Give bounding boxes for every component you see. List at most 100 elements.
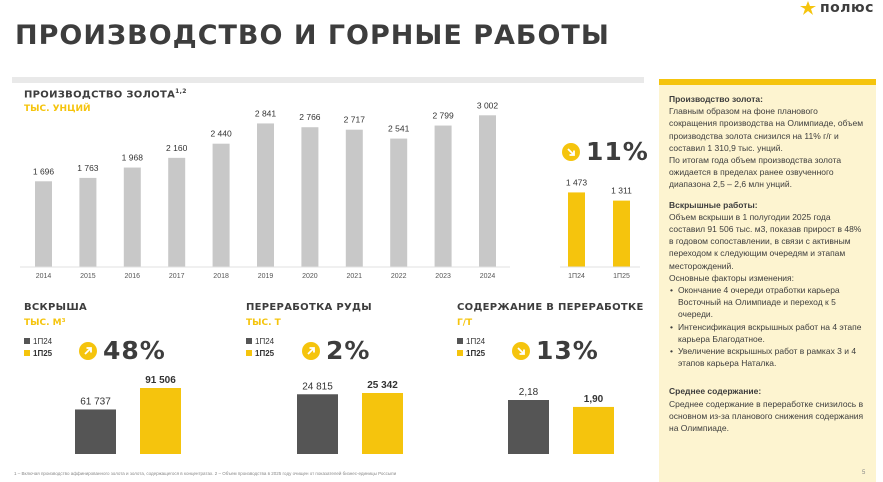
ore-change-indicator: 2% <box>302 336 370 365</box>
company-logo: полюс <box>800 0 874 16</box>
grade-unit: Г/Т <box>457 318 473 328</box>
stripping-section-title: ВСКРЫША <box>24 302 88 313</box>
bar-2022 <box>390 138 408 267</box>
grade-notes-text: Среднее содержание в переработке снизило… <box>669 398 864 434</box>
page-title: ПРОИЗВОДСТВО И ГОРНЫЕ РАБОТЫ <box>15 20 610 51</box>
page-number: 5 <box>862 470 866 476</box>
ore-unit: ТЫС. Т <box>246 318 281 328</box>
bar-2014 <box>35 181 52 267</box>
legend-item-prev: 1П24 <box>24 335 52 347</box>
data-label: 2 799 <box>432 111 454 121</box>
tick-label: 1П25 <box>613 273 630 280</box>
bar-2017 <box>168 157 186 267</box>
data-label: 2 440 <box>210 129 232 139</box>
tick-label: 1П24 <box>568 273 585 280</box>
grade-notes-heading: Среднее содержание: <box>669 386 762 397</box>
data-label: 1 763 <box>77 163 99 173</box>
top-divider-bar <box>12 77 644 83</box>
tick-label: 2018 <box>213 273 229 280</box>
legend-item-curr: 1П25 <box>24 347 52 359</box>
bar-2023 <box>434 125 452 267</box>
data-label: 91 506 <box>145 375 176 386</box>
data-label: 2 841 <box>255 108 277 118</box>
bar-1П25 <box>613 200 630 267</box>
bar-2020 <box>301 127 319 268</box>
bar-1П25 <box>362 393 403 454</box>
gold-notes-guidance: По итогам года объем производства золота… <box>669 155 842 190</box>
footnote: 1 – Включая производство аффинированного… <box>14 471 397 476</box>
gold-change-value: 11% <box>586 137 649 166</box>
data-label: 2 541 <box>388 124 410 134</box>
gold-section-title: ПРОИЗВОДСТВО ЗОЛОТА1,2 <box>24 88 187 101</box>
bar-2024 <box>479 115 496 267</box>
legend-item-curr: 1П25 <box>246 347 274 359</box>
legend-item-prev: 1П24 <box>457 335 485 347</box>
grade-section-title: СОДЕРЖАНИЕ В ПЕРЕРАБОТКЕ <box>457 302 644 313</box>
list-item: Увеличение вскрышных работ в рамках 3 и … <box>669 345 868 369</box>
logo-mark-icon <box>800 1 816 15</box>
stripping-unit: ТЫС. М³ <box>24 318 66 328</box>
tick-label: 2016 <box>125 273 141 280</box>
arrow-down-right-icon <box>562 142 580 161</box>
ore-change-value: 2% <box>326 336 371 365</box>
tick-label: 2020 <box>302 273 318 280</box>
data-label: 3 002 <box>477 100 499 110</box>
logo-text: полюс <box>820 0 874 16</box>
tick-label: 2023 <box>435 273 451 280</box>
grade-change-indicator: 13% <box>512 336 599 365</box>
stripping-notes-factors: Основные факторы изменения: <box>669 272 794 283</box>
tick-label: 2024 <box>480 273 496 280</box>
gold-notes-heading: Производство золота: <box>669 94 763 104</box>
data-label: 25 342 <box>367 380 398 391</box>
data-label: 1 311 <box>611 186 632 196</box>
data-label: 2 766 <box>299 112 321 122</box>
data-label: 1 696 <box>33 166 55 176</box>
data-label: 1,90 <box>584 394 604 405</box>
bar-2016 <box>123 167 141 267</box>
tick-label: 2021 <box>347 273 363 280</box>
bar-2021 <box>345 129 363 267</box>
data-label: 2,18 <box>519 387 539 398</box>
stripping-legend: 1П24 1П25 <box>24 335 52 359</box>
arrow-down-right-icon <box>512 341 530 360</box>
ore-legend: 1П24 1П25 <box>246 335 274 359</box>
gold-change-indicator: 11% <box>562 137 649 166</box>
list-item: Интенсификация вскрышных работ на 4 этап… <box>669 321 868 345</box>
ore-chart: 24 815 25 342 <box>297 380 403 454</box>
bar-1П24 <box>568 192 585 267</box>
stripping-change-indicator: 48% <box>79 336 166 365</box>
bar-1П25 <box>573 406 614 454</box>
bar-2019 <box>257 123 274 267</box>
tick-label: 2015 <box>80 273 96 280</box>
grade-chart: 2,18 1,90 <box>508 387 614 454</box>
list-item: Окончание 4 очереди отработки карьера Во… <box>669 284 868 321</box>
gold-unit: ТЫС. УНЦИЙ <box>24 104 91 114</box>
bar-1П24 <box>508 400 549 454</box>
grade-change-value: 13% <box>536 336 599 365</box>
tick-label: 2014 <box>36 273 52 280</box>
data-label: 2 160 <box>166 143 188 153</box>
arrow-up-right-icon <box>79 341 97 360</box>
legend-item-prev: 1П24 <box>246 335 274 347</box>
data-label: 1 473 <box>566 177 588 187</box>
stripping-change-value: 48% <box>103 336 166 365</box>
bar-1П24 <box>297 394 338 454</box>
arrow-up-right-icon <box>302 341 320 360</box>
bar-1П25 <box>140 388 181 454</box>
stripping-chart: 61 737 91 506 <box>75 375 181 454</box>
gold-production-chart: 1 696 2014 1 763 2015 1 968 2016 2 160 2017 2 44… <box>20 100 640 280</box>
bar-2015 <box>79 177 97 267</box>
tick-label: 2019 <box>258 273 274 280</box>
gold-notes-text: Главным образом на фоне планового сокращ… <box>669 106 864 153</box>
commentary-panel: Производство золота: Главным образом на … <box>659 79 876 482</box>
legend-item-curr: 1П25 <box>457 347 485 359</box>
ore-section-title: ПЕРЕРАБОТКА РУДЫ <box>246 302 372 313</box>
grade-legend: 1П24 1П25 <box>457 335 485 359</box>
stripping-factors-list: Окончание 4 очереди отработки карьера Во… <box>669 284 868 369</box>
bar-2018 <box>212 143 230 267</box>
data-label: 61 737 <box>80 396 111 407</box>
stripping-notes-text: Объем вскрыши в 1 полугодии 2025 года со… <box>669 211 862 271</box>
stripping-notes-heading: Вскрышные работы: <box>669 199 758 210</box>
bar-1П24 <box>75 409 116 454</box>
tick-label: 2022 <box>391 273 407 280</box>
